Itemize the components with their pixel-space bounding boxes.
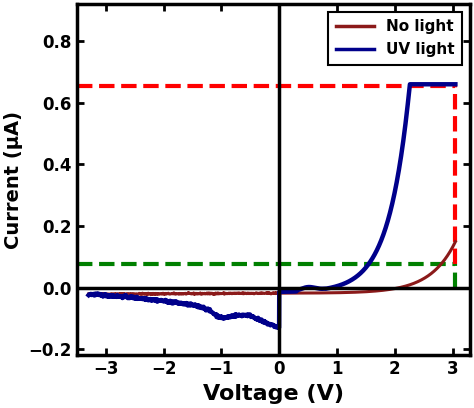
- X-axis label: Voltage (V): Voltage (V): [203, 384, 344, 404]
- Y-axis label: Current (μA): Current (μA): [4, 111, 23, 249]
- Legend: No light, UV light: No light, UV light: [328, 12, 462, 65]
